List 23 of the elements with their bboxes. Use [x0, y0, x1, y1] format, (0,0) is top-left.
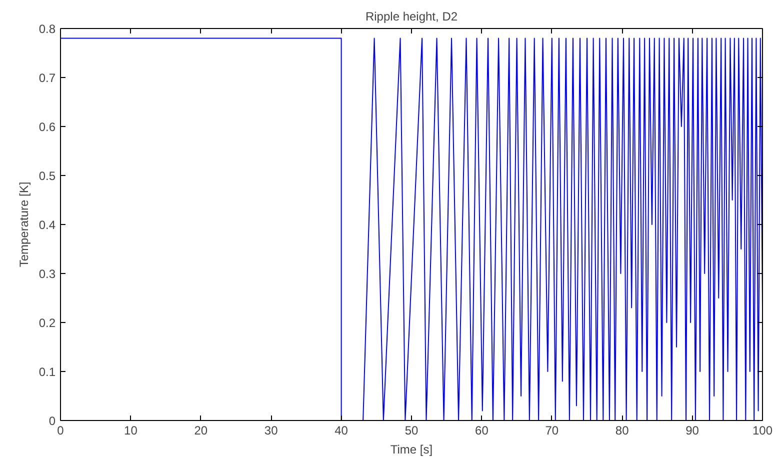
x-tick-label: 100: [752, 424, 773, 438]
y-tick-label: 0.1: [38, 365, 56, 379]
x-tick-label: 0: [57, 424, 64, 438]
y-tick-label: 0.5: [38, 169, 56, 183]
x-tick-label: 70: [545, 424, 559, 438]
y-tick-label: 0.6: [38, 120, 56, 134]
x-tick-label: 40: [334, 424, 348, 438]
y-tick-label: 0.2: [38, 316, 56, 330]
x-tick-label: 80: [615, 424, 630, 438]
y-tick-label: 0.8: [38, 22, 56, 36]
chart-title: Ripple height, D2: [365, 10, 458, 24]
y-tick-label: 0.7: [38, 71, 56, 85]
x-tick-label: 10: [124, 424, 138, 438]
x-tick-label: 60: [475, 424, 489, 438]
y-tick-label: 0.3: [38, 267, 56, 281]
x-axis-title: Time [s]: [390, 442, 433, 456]
x-tick-label: 90: [686, 424, 700, 438]
y-axis-title: Temperature [K]: [16, 182, 31, 268]
x-tick-label: 20: [194, 424, 208, 438]
x-tick-label: 50: [404, 424, 418, 438]
y-tick-label: 0: [48, 414, 56, 428]
y-tick-label: 0.4: [38, 218, 56, 232]
x-tick-label: 30: [264, 424, 278, 438]
